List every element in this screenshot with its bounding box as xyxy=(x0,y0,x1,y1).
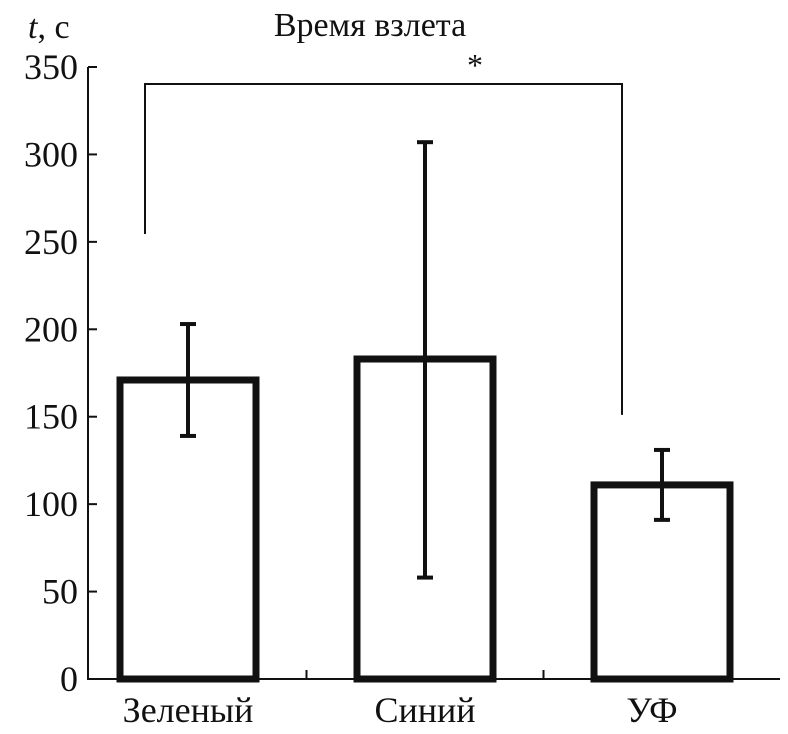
y-tick-label: 50 xyxy=(42,572,78,612)
bar-3 xyxy=(590,481,734,683)
x-tick-label: УФ xyxy=(626,690,677,730)
y-tick-label: 200 xyxy=(24,309,78,349)
y-axis-label: t, с xyxy=(28,9,70,46)
x-tick-label: Синий xyxy=(374,690,475,730)
axes: 0 50 100 150 200 250 300 350 xyxy=(24,47,780,699)
y-tick-label: 150 xyxy=(24,397,78,437)
x-tick-label: Зеленый xyxy=(123,690,254,730)
bar-1 xyxy=(116,376,260,683)
chart-title: Время взлета xyxy=(274,7,466,44)
bars: Зеленый Синий УФ xyxy=(116,140,734,730)
y-tick-label: 0 xyxy=(60,659,78,699)
significance-bracket: * xyxy=(144,47,623,415)
y-tick-label: 250 xyxy=(24,222,78,262)
y-tick-label: 100 xyxy=(24,484,78,524)
y-tick-label: 300 xyxy=(24,134,78,174)
y-tick-label: 350 xyxy=(24,47,78,87)
bracket-line xyxy=(144,83,623,415)
significance-asterisk: * xyxy=(467,47,483,83)
